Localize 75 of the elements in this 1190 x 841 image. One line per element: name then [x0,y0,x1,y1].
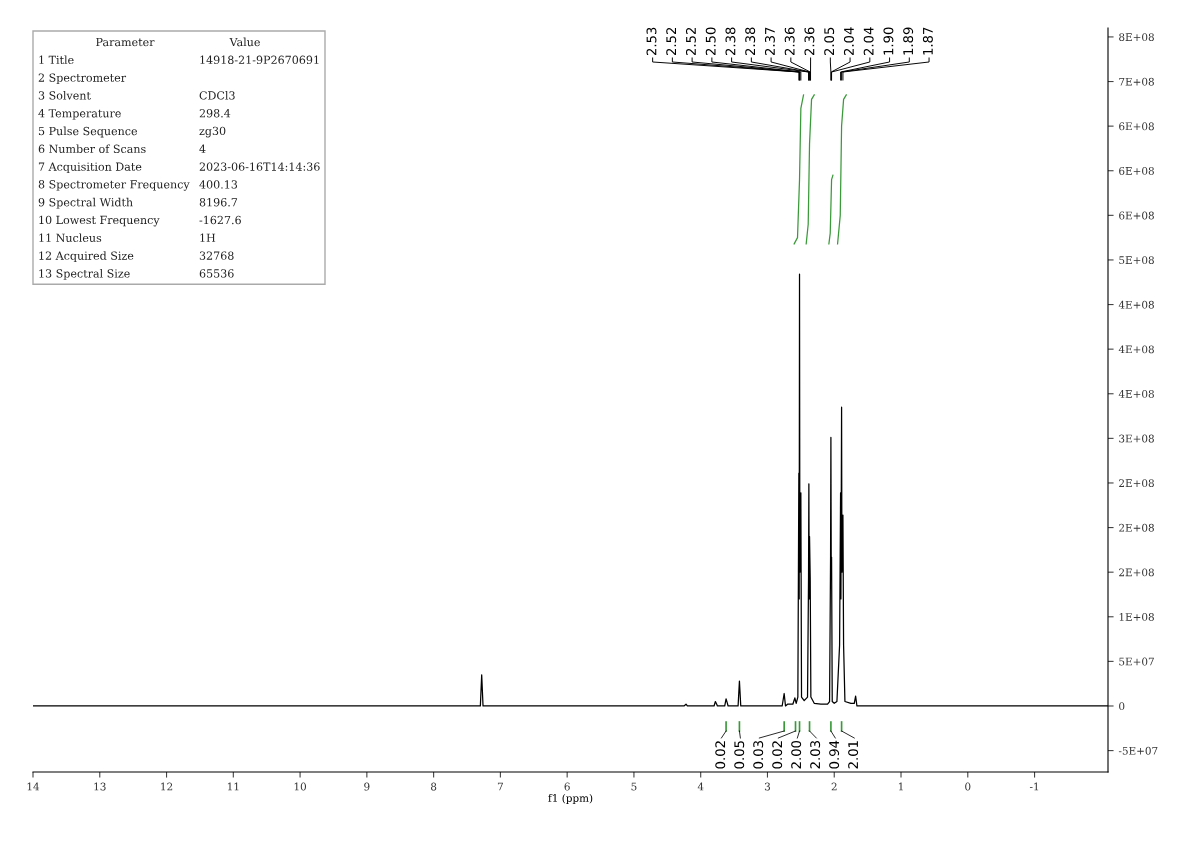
annotation: 2.37 [764,27,775,56]
x-tick-label: -1 [1029,782,1039,791]
annotation: 0.02 [772,741,783,769]
text: 1 Title 14918-21-9P2670691 [39,55,319,65]
y-tick-label: 4E+08 [1118,389,1154,398]
y-tick-label: 2E+08 [1119,568,1154,577]
y-tick-label: 6E+08 [1119,122,1154,131]
x-tick-label: 13 [94,782,106,791]
annotation: 2.01 [848,741,859,769]
annotation: 0.94 [829,740,840,769]
x-tick-label: 10 [294,782,307,791]
x-tick-label: 14 [27,782,40,791]
line-series [836,94,847,245]
text: 5 Pulse Sequence zg30 [38,126,226,138]
line-series [793,94,805,245]
annotation: 1.90 [883,27,894,55]
annotation: 2.50 [705,27,716,56]
line-series [805,94,815,245]
x-tick-label: 6 [564,782,570,791]
text: 3 Solvent CDCl3 [38,91,235,100]
x-tick-label: 12 [161,782,173,791]
annotation: 2.04 [843,27,854,56]
annotation: 2.38 [745,27,756,56]
x-tick-label: 3 [764,782,771,791]
x-tick-label: 5 [631,782,637,791]
x-tick-label: 9 [364,782,370,791]
annotation: 8 Spectrometer Frequency 400.13 [38,180,238,191]
y-tick-label: 3E+08 [1119,434,1154,443]
y-tick-label: 6E+08 [1119,211,1154,220]
y-tick-label: 7E+08 [1119,77,1154,86]
annotation: 2.36 [804,27,815,56]
y-tick-label: 4E+08 [1118,300,1154,309]
text: 13 Spectral Size 65536 [39,269,234,280]
annotation: 1.87 [922,27,933,55]
x-tick-label: 4 [697,782,704,791]
text: 10 Lowest Frequency -1627.6 [39,215,241,227]
annotation: 0.05 [734,741,745,769]
annotation: 2.00 [791,740,802,769]
annotation: 2 Spectrometer [38,73,127,84]
annotation: 2.52 [666,27,677,56]
y-tick-label: 2E+08 [1119,523,1154,532]
annotation: 2.53 [646,27,657,56]
x-tick-label: 1 [898,782,903,791]
text: 9 Spectral Width 8196.7 [38,197,238,209]
text: 11 Nucleus 1H [39,233,216,243]
y-tick-label: 4E+08 [1118,345,1154,354]
y-tick-label: 1E+08 [1119,613,1154,621]
text: 4 Temperature 298.4 [38,109,231,120]
x-tick-label: 11 [227,782,239,791]
annotation: 2.03 [810,741,821,769]
y-tick-label: 5E+08 [1119,256,1154,265]
line-series [828,174,834,245]
text: 6 Number of Scans 4 [38,144,206,154]
y-tick-label: -5E+07 [1118,746,1158,755]
annotation: 2.04 [863,27,874,56]
y-tick-label: 6E+08 [1119,166,1154,175]
annotation: 2.36 [784,27,795,56]
annotation: 2.38 [725,27,736,56]
x-axis-title: f1 (ppm) [548,793,593,804]
x-tick-label: 7 [497,782,503,791]
x-tick-label: 2 [831,782,837,791]
y-tick-label: 8E+08 [1119,33,1154,42]
annotation: 2.52 [685,27,696,56]
y-tick-label: 5E+07 [1119,657,1154,666]
text: 7 Acquisition Date 2023-06-16T14:14:36 [38,162,320,173]
text: 12 Acquired Size 32768 [39,251,234,262]
annotation: 0.03 [753,741,764,769]
text: Parameter Value [96,37,260,47]
x-tick-label: 8 [431,782,437,791]
annotation: 2.05 [824,27,835,56]
y-tick-label: 2E+08 [1119,479,1154,488]
annotation: 1.89 [903,27,914,55]
x-tick-label: 0 [965,782,971,791]
annotation: 0.02 [715,741,726,769]
y-tick-label: 0 [1119,702,1125,711]
